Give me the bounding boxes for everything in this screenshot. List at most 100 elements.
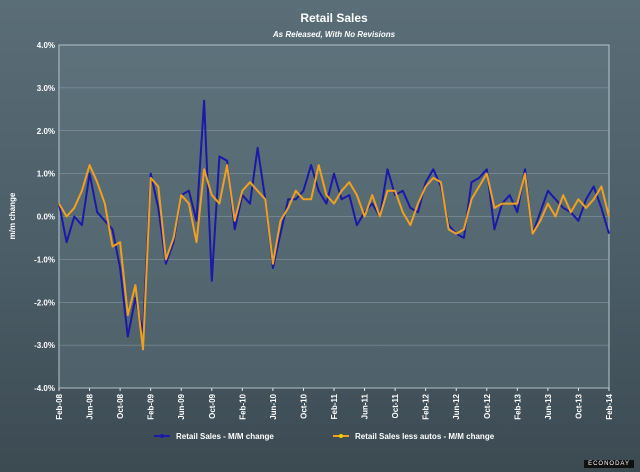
- data-point: [433, 177, 435, 179]
- data-point: [249, 181, 251, 183]
- data-point: [478, 177, 480, 179]
- data-point: [81, 224, 83, 226]
- data-point: [547, 203, 549, 205]
- data-point: [578, 199, 580, 201]
- data-point: [211, 280, 213, 282]
- legend-item-retail-sales: Retail Sales - M/M change: [154, 432, 274, 441]
- data-point: [73, 207, 75, 209]
- data-point: [562, 194, 564, 196]
- data-point: [142, 349, 144, 351]
- data-point: [196, 241, 198, 243]
- data-point: [509, 203, 511, 205]
- y-tick-label: -1.0%: [34, 255, 55, 264]
- data-point: [387, 169, 389, 171]
- data-point: [165, 263, 167, 265]
- data-point: [318, 164, 320, 166]
- chart-title: Retail Sales: [300, 11, 368, 25]
- y-axis-label: m/m change: [8, 192, 17, 239]
- data-point: [524, 173, 526, 175]
- legend: Retail Sales - M/M change Retail Sales l…: [154, 432, 495, 441]
- y-tick-label: 3.0%: [37, 84, 55, 93]
- data-point: [112, 229, 114, 231]
- data-point: [73, 216, 75, 218]
- data-point: [310, 164, 312, 166]
- data-point: [494, 207, 496, 209]
- data-point: [150, 177, 152, 179]
- x-tick-label: Oct-11: [391, 393, 400, 418]
- x-axis-ticks: Feb-08 Jun-08 Oct-08 Feb-09 Jun-09 Oct-09 Feb-…: [55, 388, 614, 420]
- data-point: [326, 194, 328, 196]
- x-tick-label: Jun-12: [452, 393, 461, 419]
- data-point: [188, 203, 190, 205]
- data-point: [303, 190, 305, 192]
- data-point: [608, 233, 610, 235]
- x-tick-label: Oct-12: [483, 393, 492, 418]
- x-tick-label: Jun-09: [177, 393, 186, 419]
- data-point: [341, 190, 343, 192]
- data-point: [555, 199, 557, 201]
- data-point: [517, 211, 519, 213]
- data-point: [356, 194, 358, 196]
- data-point: [112, 246, 114, 248]
- data-point: [402, 211, 404, 213]
- y-tick-label: 0.0%: [37, 213, 55, 222]
- legend-marker-retail-sales-less-autos: [339, 434, 343, 438]
- data-point: [272, 263, 274, 265]
- data-point: [89, 164, 91, 166]
- data-point: [165, 259, 167, 261]
- data-point: [96, 211, 98, 213]
- x-tick-label: Oct-08: [116, 393, 125, 418]
- data-point: [578, 220, 580, 222]
- data-point: [463, 229, 465, 231]
- data-point: [188, 190, 190, 192]
- data-point: [226, 160, 228, 162]
- legend-label-retail-sales: Retail Sales - M/M change: [176, 432, 274, 441]
- data-point: [478, 186, 480, 188]
- data-point: [585, 199, 587, 201]
- data-point: [440, 181, 442, 183]
- data-point: [333, 173, 335, 175]
- data-point: [364, 216, 366, 218]
- data-point: [257, 147, 259, 149]
- x-tick-label: Feb-11: [330, 393, 339, 419]
- data-point: [257, 190, 259, 192]
- data-point: [524, 169, 526, 171]
- data-point: [601, 207, 603, 209]
- data-point: [127, 314, 129, 316]
- data-point: [280, 233, 282, 235]
- x-tick-label: Feb-13: [513, 393, 522, 419]
- data-point: [234, 220, 236, 222]
- data-point: [601, 186, 603, 188]
- data-point: [295, 199, 297, 201]
- data-point: [310, 199, 312, 201]
- data-point: [486, 173, 488, 175]
- data-point: [66, 216, 68, 218]
- data-point: [242, 190, 244, 192]
- data-point: [150, 173, 152, 175]
- series-line-retail-sales: [58, 99, 610, 338]
- brand-logo: ECONODAY: [584, 460, 634, 468]
- data-point: [234, 229, 236, 231]
- data-point: [318, 190, 320, 192]
- data-point: [348, 181, 350, 183]
- data-point: [547, 190, 549, 192]
- data-point: [173, 237, 175, 239]
- data-point: [417, 203, 419, 205]
- x-tick-label: Jun-10: [269, 393, 278, 419]
- data-point: [471, 199, 473, 201]
- data-point: [272, 267, 274, 269]
- series-lines: [58, 99, 610, 351]
- data-point: [348, 194, 350, 196]
- x-tick-label: Feb-10: [238, 393, 247, 419]
- legend-item-retail-sales-less-autos: Retail Sales less autos - M/M change: [333, 432, 495, 441]
- data-point: [501, 203, 503, 205]
- data-point: [341, 199, 343, 201]
- data-point: [463, 237, 465, 239]
- y-axis-ticks: 4.0% 3.0% 2.0% 1.0% 0.0% -1.0% -2.0% -3.0% -4.0%: [34, 41, 55, 393]
- x-tick-label: Feb-14: [605, 393, 614, 419]
- y-tick-label: -4.0%: [34, 384, 55, 393]
- data-point: [119, 241, 121, 243]
- legend-label-retail-sales-less-autos: Retail Sales less autos - M/M change: [355, 432, 495, 441]
- data-point: [608, 216, 610, 218]
